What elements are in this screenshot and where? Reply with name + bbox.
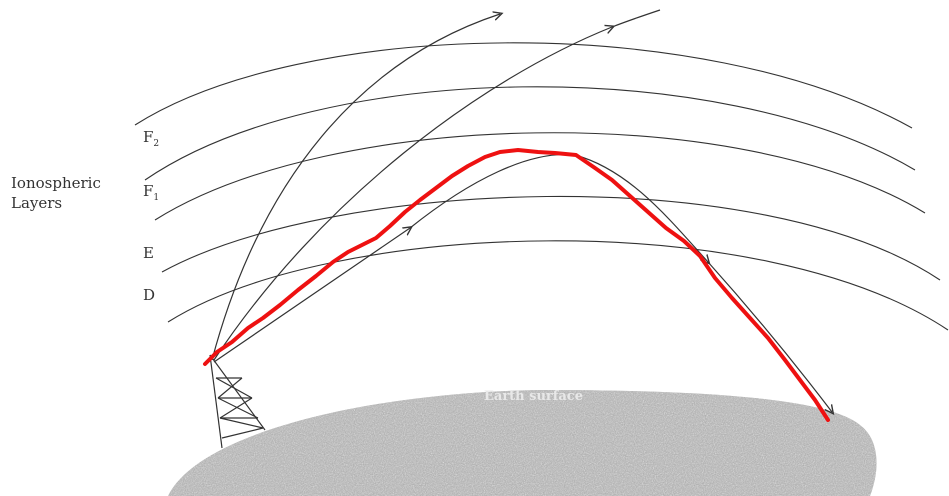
transmitter-tower: [209, 354, 266, 449]
earth-surface-label: Earth surface: [484, 389, 583, 404]
layer-label-f1-letter: F: [143, 182, 153, 200]
layer-label-f2: F2: [143, 128, 159, 149]
ionospheric-label-line2: Layers: [11, 194, 62, 212]
layer-label-e: E: [143, 244, 154, 262]
escaping-ray-2: [213, 27, 612, 361]
layer-arc-2: [144, 86, 916, 181]
layer-arc-4: [161, 195, 941, 281]
escaping-ray-1: [211, 14, 500, 361]
layer-label-f2-letter: F: [143, 128, 153, 146]
layer-arc-1: [134, 42, 913, 129]
earth-surface-texture: [168, 390, 877, 496]
layer-arc-3: [154, 132, 926, 221]
reflected-ray-down-cont: [707, 261, 832, 412]
layer-label-f1-subscript: 1: [153, 193, 159, 203]
ionospheric-label-line1: Ionospheric: [11, 174, 101, 192]
reflected-ray-up: [213, 228, 410, 363]
layer-label-f1: F1: [143, 182, 159, 203]
highlighted-skywave-path: [203, 148, 830, 422]
reflected-ray-down: [574, 154, 708, 262]
layer-label-d: D: [143, 286, 155, 304]
layer-label-f2-subscript: 2: [153, 139, 159, 149]
escaping-ray-2-tail: [611, 9, 661, 28]
layer-arc-5: [167, 240, 949, 331]
